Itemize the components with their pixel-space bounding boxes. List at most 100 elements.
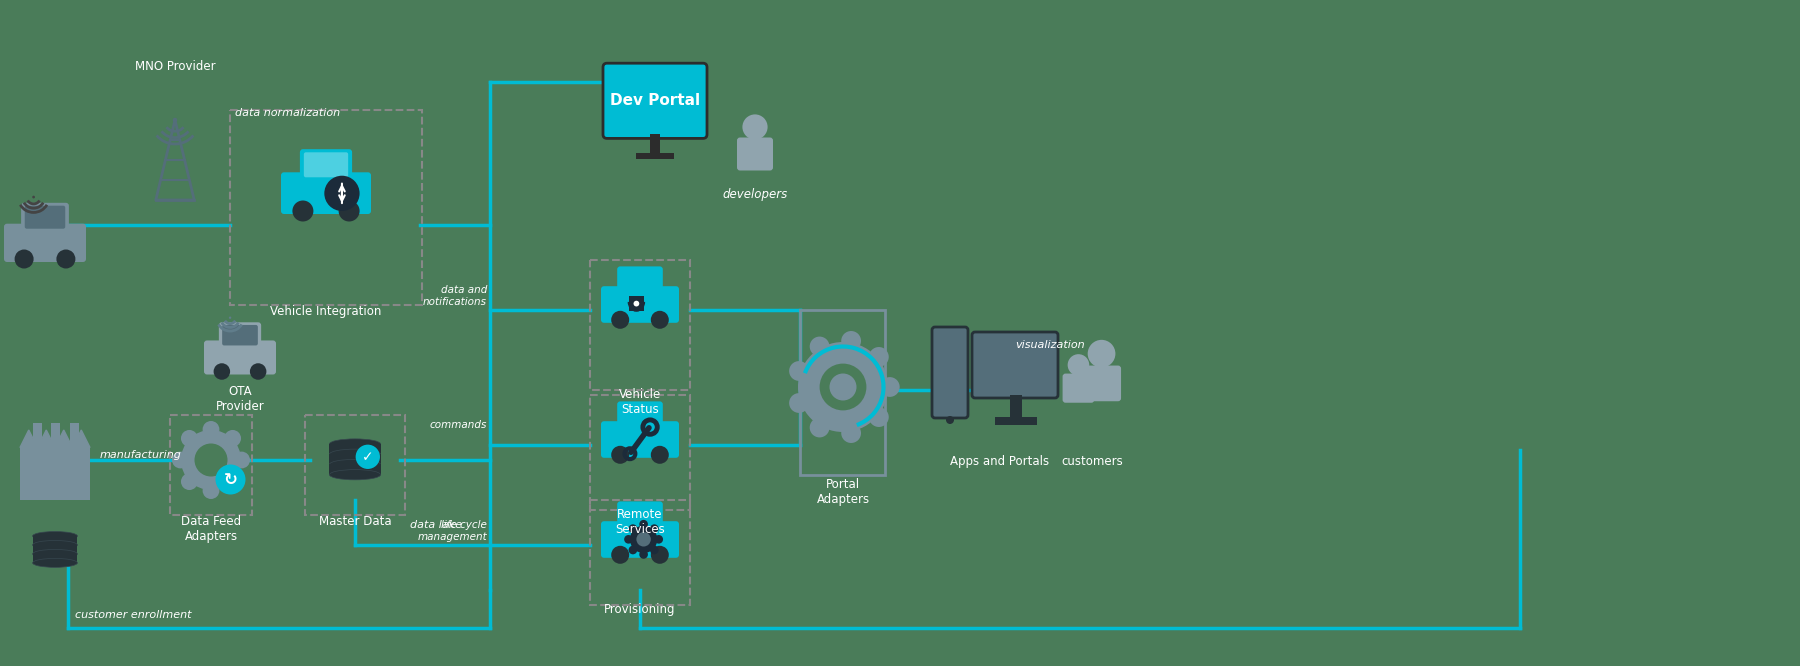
FancyBboxPatch shape (617, 501, 662, 529)
Circle shape (612, 446, 630, 464)
Circle shape (229, 316, 230, 319)
Circle shape (655, 535, 662, 543)
FancyBboxPatch shape (972, 332, 1058, 398)
Bar (590, 395, 689, 510)
FancyBboxPatch shape (281, 172, 371, 214)
Circle shape (182, 430, 241, 490)
Circle shape (216, 464, 245, 494)
Bar (32, 554, 77, 563)
FancyBboxPatch shape (617, 266, 662, 294)
Circle shape (788, 361, 808, 381)
Circle shape (203, 482, 220, 499)
Circle shape (338, 200, 360, 222)
FancyBboxPatch shape (603, 63, 707, 139)
Bar (590, 500, 689, 605)
Circle shape (830, 374, 857, 400)
Circle shape (234, 452, 250, 468)
Circle shape (810, 336, 830, 356)
Text: Remote
Services: Remote Services (616, 508, 664, 536)
Circle shape (14, 250, 34, 268)
Circle shape (32, 196, 34, 198)
Bar (304, 415, 405, 515)
Ellipse shape (329, 449, 380, 460)
FancyBboxPatch shape (601, 521, 679, 558)
Bar (329, 454, 380, 464)
Bar (590, 260, 689, 390)
FancyBboxPatch shape (736, 137, 772, 170)
FancyBboxPatch shape (304, 153, 347, 177)
FancyBboxPatch shape (220, 322, 261, 348)
Circle shape (639, 550, 648, 559)
FancyBboxPatch shape (1082, 366, 1121, 401)
Bar (1010, 395, 1022, 417)
Ellipse shape (32, 531, 77, 541)
Circle shape (650, 545, 659, 554)
Circle shape (250, 363, 266, 380)
Bar (329, 464, 380, 475)
FancyBboxPatch shape (617, 402, 662, 429)
Circle shape (652, 546, 670, 564)
Circle shape (797, 342, 887, 432)
Circle shape (625, 535, 634, 543)
Circle shape (841, 331, 860, 351)
Text: customers: customers (1062, 455, 1123, 468)
Text: data lake: data lake (410, 520, 463, 530)
Text: Data Feed
Adapters: Data Feed Adapters (182, 515, 241, 543)
Bar (995, 417, 1037, 425)
Text: Apps and Portals: Apps and Portals (950, 455, 1049, 468)
Circle shape (810, 418, 830, 438)
Bar (329, 444, 380, 454)
Circle shape (194, 444, 227, 476)
Bar (50, 423, 59, 450)
Circle shape (324, 176, 360, 211)
Circle shape (203, 421, 220, 438)
Text: visualization: visualization (1015, 340, 1085, 350)
Text: OTA
Provider: OTA Provider (216, 385, 265, 413)
FancyBboxPatch shape (25, 206, 65, 228)
Text: Master Data: Master Data (319, 515, 391, 528)
Circle shape (182, 474, 198, 490)
Circle shape (634, 301, 639, 306)
Text: commands: commands (430, 420, 488, 430)
FancyBboxPatch shape (601, 286, 679, 323)
Circle shape (637, 532, 652, 547)
Text: life cycle
management: life cycle management (418, 520, 488, 541)
Circle shape (225, 430, 241, 447)
Bar (650, 135, 661, 154)
Circle shape (225, 474, 241, 490)
Text: data normalization: data normalization (236, 108, 340, 118)
Circle shape (947, 416, 954, 424)
Ellipse shape (329, 439, 380, 449)
Circle shape (1087, 340, 1116, 368)
Text: ✓: ✓ (362, 450, 374, 464)
Circle shape (56, 250, 76, 268)
Circle shape (869, 407, 889, 427)
Circle shape (628, 524, 637, 533)
Text: Vehicle
Status: Vehicle Status (619, 388, 661, 416)
FancyBboxPatch shape (4, 224, 86, 262)
Text: manufacturing: manufacturing (101, 450, 182, 460)
Text: Portal
Adapters: Portal Adapters (817, 478, 869, 506)
Circle shape (880, 377, 900, 397)
Ellipse shape (329, 460, 380, 470)
Circle shape (356, 445, 380, 469)
Ellipse shape (329, 470, 380, 480)
Ellipse shape (32, 558, 77, 567)
Text: customer enrollment: customer enrollment (76, 610, 191, 620)
Bar (799, 310, 886, 475)
Text: data and
notifications: data and notifications (423, 285, 488, 306)
Text: MNO Provider: MNO Provider (135, 60, 216, 73)
Bar (32, 536, 77, 545)
Ellipse shape (32, 549, 77, 558)
FancyBboxPatch shape (1062, 374, 1094, 403)
Bar (169, 415, 252, 515)
Bar (630, 296, 644, 311)
Circle shape (652, 446, 670, 464)
Circle shape (173, 452, 189, 468)
FancyBboxPatch shape (203, 340, 275, 374)
Circle shape (630, 525, 657, 553)
Text: ↻: ↻ (223, 470, 238, 488)
Bar (635, 153, 675, 159)
Circle shape (788, 393, 808, 413)
Text: Dev Portal: Dev Portal (610, 93, 700, 109)
